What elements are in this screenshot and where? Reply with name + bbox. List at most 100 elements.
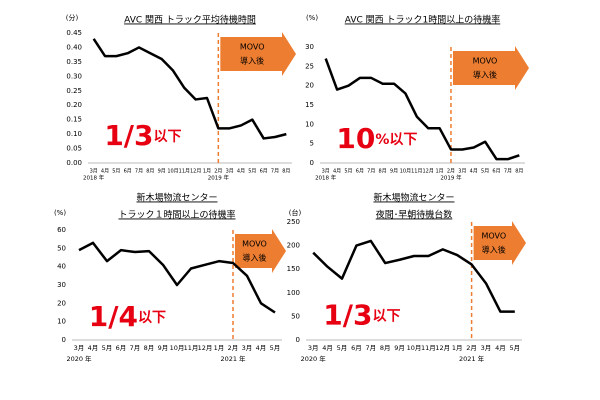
x-tick-label: 9月 — [158, 344, 169, 352]
event-arrow — [235, 229, 286, 273]
year-label: 2020 年 — [301, 354, 327, 363]
y-tick-label: 20 — [305, 82, 314, 90]
x-tick-label: 10月 — [167, 169, 178, 175]
x-tick-label: 4月 — [101, 169, 109, 175]
y-tick-label: 0.25 — [66, 87, 82, 95]
chart-title: 新木場物流センター — [373, 192, 454, 204]
y-tick-label: 0.20 — [66, 101, 82, 109]
callout-main: 1/3 — [104, 119, 153, 152]
x-tick-label: 5月 — [481, 169, 489, 175]
x-tick-label: 7月 — [135, 169, 143, 175]
x-tick-label: 5月 — [337, 344, 348, 352]
x-tick-label: 10月 — [407, 344, 422, 352]
x-tick-label: 6月 — [116, 344, 127, 352]
event-label: MOVO — [473, 57, 498, 66]
year-label: 2019 年 — [208, 174, 230, 182]
y-tick-label: 20 — [57, 299, 66, 307]
x-tick-label: 5月 — [270, 344, 281, 352]
x-tick-label: 6月 — [356, 169, 364, 175]
event-label: MOVO — [242, 240, 267, 249]
callout: 1/4以下 — [89, 300, 166, 333]
callout: 1/3以下 — [104, 119, 181, 152]
x-tick-label: 11月 — [179, 169, 190, 175]
x-tick-label: 6月 — [492, 169, 500, 175]
year-label: 2020 年 — [66, 354, 92, 363]
y-unit: (%) — [306, 14, 318, 22]
y-tick-label: 0.15 — [66, 116, 82, 124]
x-tick-label: 4月 — [256, 344, 267, 352]
y-unit: (%) — [54, 209, 66, 217]
year-label: 2019 年 — [440, 174, 462, 182]
y-unit: (台) — [289, 208, 302, 217]
event-label: 導入後 — [243, 253, 267, 263]
chart-title: AVC 関西 トラック1時間以上の待機率 — [345, 14, 500, 26]
x-tick-label: 9月 — [390, 169, 398, 175]
y-tick-label: 30 — [305, 43, 314, 51]
x-tick-label: 10月 — [170, 344, 185, 352]
x-tick-label: 9月 — [394, 344, 405, 352]
x-tick-label: 3月 — [226, 169, 234, 175]
y-tick-label: 30 — [57, 281, 66, 289]
x-tick-label: 8月 — [515, 169, 523, 175]
year-label: 2018 年 — [83, 174, 105, 182]
x-tick-label: 9月 — [158, 169, 166, 175]
callout: 1/3以下 — [323, 298, 400, 331]
event-arrow — [220, 32, 296, 76]
x-tick-label: 12月 — [435, 344, 450, 352]
x-tick-label: 2月 — [228, 344, 239, 352]
y-tick-label: 0 — [310, 159, 314, 167]
event-arrow — [473, 221, 526, 265]
x-tick-label: 11月 — [184, 344, 199, 352]
data-line — [324, 58, 520, 161]
x-tick-label: 7月 — [130, 344, 141, 352]
x-tick-label: 4月 — [322, 344, 333, 352]
x-tick-label: 2月 — [466, 344, 477, 352]
chart-title: AVC 関西 トラック平均待機時間 — [124, 14, 256, 26]
x-tick-label: 7月 — [365, 344, 376, 352]
y-tick-label: 0 — [296, 336, 300, 344]
x-tick-label: 5月 — [112, 169, 120, 175]
y-tick-label: 0.00 — [66, 159, 82, 167]
x-tick-label: 5月 — [102, 344, 113, 352]
chart-title: 新木場物流センター — [136, 192, 217, 204]
x-tick-label: 8月 — [379, 169, 387, 175]
x-tick-label: 7月 — [504, 169, 512, 175]
y-tick-label: 0.10 — [66, 130, 82, 138]
y-tick-label: 10 — [305, 120, 314, 128]
x-tick-label: 3月 — [308, 344, 319, 352]
y-tick-label: 50 — [291, 312, 300, 320]
y-tick-label: 25 — [305, 62, 314, 70]
year-label: 2021 年 — [220, 354, 246, 363]
event-label: 導入後 — [482, 245, 506, 255]
x-tick-label: 8月 — [282, 169, 290, 175]
x-tick-label: 6月 — [124, 169, 132, 175]
y-unit: (分) — [66, 13, 79, 22]
x-tick-label: 12月 — [190, 169, 201, 175]
y-tick-label: 10 — [57, 318, 66, 326]
x-tick-label: 5月 — [509, 344, 520, 352]
year-label: 2018 年 — [315, 174, 337, 182]
y-tick-label: 50 — [57, 244, 66, 252]
x-tick-label: 4月 — [88, 344, 99, 352]
x-tick-label: 3月 — [90, 169, 98, 175]
x-tick-label: 1月 — [214, 344, 225, 352]
x-tick-label: 3月 — [322, 169, 330, 175]
x-tick-label: 8月 — [380, 344, 391, 352]
y-tick-label: 0.05 — [66, 145, 82, 153]
y-tick-label: 40 — [57, 263, 66, 271]
callout: 10%以下 — [336, 122, 417, 155]
y-tick-label: 150 — [287, 265, 300, 273]
x-tick-label: 1月 — [203, 169, 211, 175]
x-tick-label: 2月 — [214, 169, 222, 175]
x-tick-label: 4月 — [470, 169, 478, 175]
year-label: 2021 年 — [459, 354, 485, 363]
x-tick-label: 7月 — [367, 169, 375, 175]
y-tick-label: 0.35 — [66, 58, 82, 66]
y-tick-label: 15 — [305, 101, 314, 109]
x-tick-label: 1月 — [452, 344, 463, 352]
data-line — [78, 241, 276, 314]
x-tick-label: 8月 — [146, 169, 154, 175]
callout-main: 1/4 — [89, 300, 138, 333]
x-tick-label: 3月 — [242, 344, 253, 352]
